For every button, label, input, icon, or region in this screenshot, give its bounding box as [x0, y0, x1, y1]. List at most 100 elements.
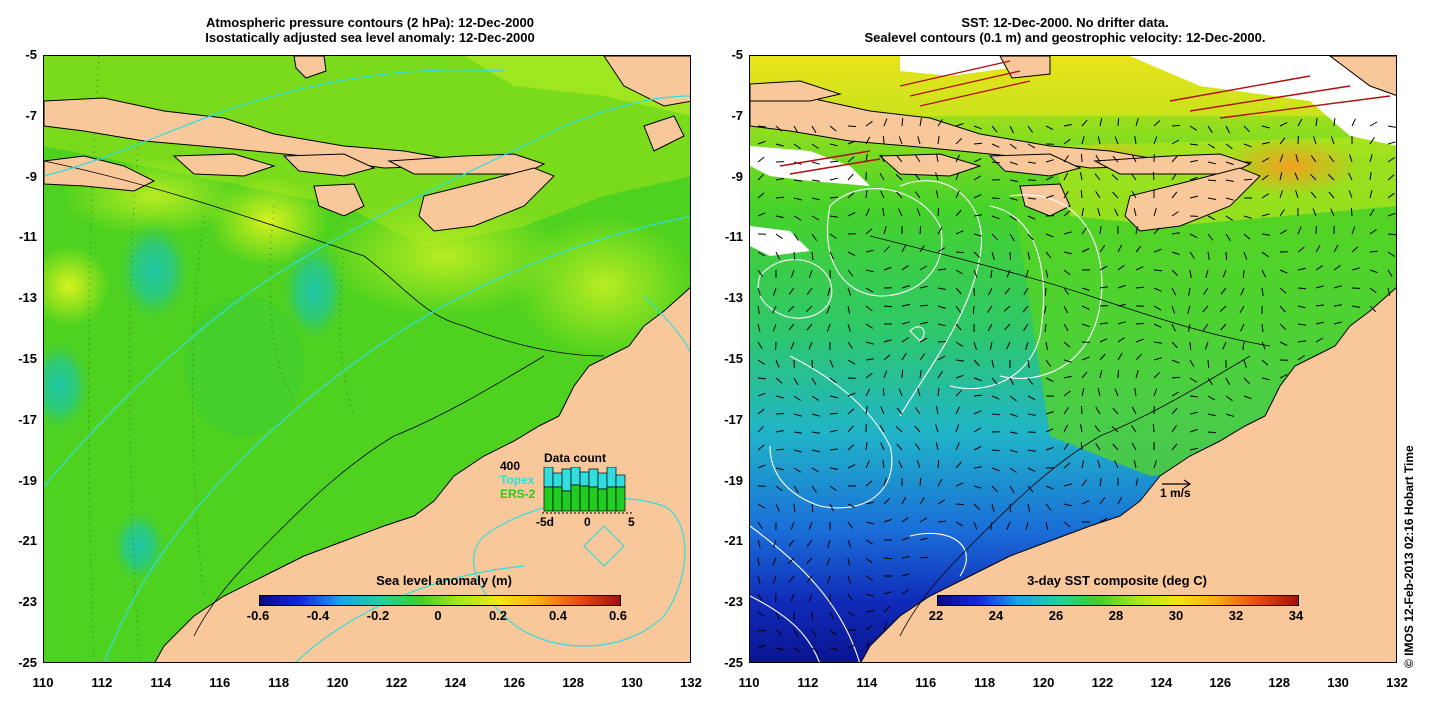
- velocity-arrow: [1094, 425, 1101, 433]
- velocity-arrow: [793, 503, 796, 513]
- velocity-arrow: [1171, 425, 1177, 433]
- left-lon-tick: 130: [621, 675, 643, 690]
- left-lat-tick: -25: [18, 655, 37, 670]
- velocity-arrow: [955, 521, 964, 527]
- velocity-arrow: [865, 358, 874, 361]
- velocity-arrow: [1063, 443, 1069, 451]
- velocity-arrow: [937, 478, 943, 487]
- velocity-arrow: [990, 521, 993, 530]
- velocity-arrow: [1063, 323, 1069, 332]
- velocity-arrow: [865, 249, 874, 253]
- velocity-arrow: [1117, 352, 1123, 361]
- velocity-arrow: [919, 245, 925, 253]
- velocity-arrow: [937, 355, 946, 361]
- velocity-arrow: [1009, 377, 1015, 386]
- velocity-arrow: [895, 174, 903, 181]
- velocity-arrow: [1189, 377, 1198, 383]
- velocity-arrow: [1117, 303, 1126, 307]
- velocity-arrow: [1203, 287, 1209, 295]
- velocity-arrow: [1189, 251, 1195, 259]
- velocity-arrow: [1009, 125, 1015, 134]
- velocity-arrow: [1063, 305, 1069, 314]
- velocity-arrow: [793, 449, 802, 453]
- velocity-arrow: [1095, 443, 1101, 451]
- velocity-arrow: [1239, 305, 1245, 314]
- velocity-arrow: [793, 413, 802, 417]
- velocity-arrow: [772, 557, 777, 566]
- left-lat-tick: -9: [25, 168, 37, 184]
- velocity-arrow: [772, 539, 777, 548]
- velocity-arrow: [865, 341, 874, 345]
- velocity-arrow: [1131, 442, 1137, 451]
- velocity-arrow: [991, 251, 995, 260]
- velocity-arrow: [790, 593, 795, 602]
- velocity-arrow: [1063, 231, 1072, 235]
- velocity-arrow: [882, 208, 885, 217]
- velocity-arrow: [1315, 285, 1324, 289]
- velocity-arrow: [937, 226, 943, 235]
- velocity-arrow: [847, 444, 855, 451]
- velocity-arrow: [1207, 215, 1216, 221]
- velocity-arrow: [1134, 388, 1137, 397]
- velocity-arrow: [1112, 443, 1119, 451]
- velocity-arrow: [901, 537, 910, 541]
- velocity-arrow: [1205, 269, 1209, 278]
- sea-level-anomaly-map: Data count 400 Topex ERS-2 -5d 0 5 Sea l…: [43, 55, 691, 663]
- velocity-arrow: [1315, 321, 1324, 325]
- velocity-arrow: [917, 388, 921, 397]
- velocity-arrow: [955, 482, 964, 487]
- velocity-arrow: [1063, 210, 1071, 217]
- velocity-arrow: [935, 172, 939, 181]
- velocity-arrow: [973, 410, 982, 415]
- velocity-arrow: [1297, 246, 1305, 253]
- data-count-ers2-label: ERS-2: [500, 487, 536, 501]
- right-lat-tick: -23: [724, 594, 743, 610]
- velocity-arrow: [991, 377, 998, 385]
- velocity-arrow: [865, 610, 874, 613]
- velocity-arrow: [1297, 340, 1306, 343]
- velocity-arrow: [973, 394, 982, 397]
- velocity-arrow: [901, 516, 909, 523]
- velocity-arrow: [1009, 161, 1018, 166]
- velocity-arrow: [793, 251, 796, 261]
- velocity-arrow: [1171, 269, 1179, 276]
- velocity-arrow: [847, 503, 856, 509]
- velocity-arrow: [1297, 267, 1306, 271]
- velocity-arrow: [1328, 191, 1335, 199]
- velocity-arrow: [1153, 136, 1158, 145]
- velocity-arrow: [811, 377, 817, 386]
- right-lat-tick: -21: [724, 533, 743, 549]
- velocity-arrow: [1063, 521, 1071, 528]
- velocity-arrow: [847, 341, 853, 349]
- velocity-arrow: [1243, 125, 1250, 133]
- velocity-arrow: [1081, 479, 1088, 487]
- velocity-arrow: [865, 557, 873, 564]
- velocity-arrow: [865, 501, 874, 505]
- velocity-arrow: [1313, 136, 1317, 145]
- velocity-arrow: [991, 485, 998, 493]
- velocity-arrow: [1207, 377, 1213, 385]
- velocity-arrow: [880, 190, 885, 199]
- velocity-arrow: [847, 539, 852, 548]
- velocity-arrow: [1189, 411, 1198, 415]
- velocity-arrow: [847, 192, 855, 199]
- sst-colorbar-tick: 22: [928, 608, 944, 623]
- velocity-arrow: [1114, 136, 1119, 145]
- velocity-arrow: [955, 424, 960, 433]
- velocity-arrow: [757, 464, 766, 469]
- velocity-arrow: [1081, 248, 1090, 253]
- velocity-arrow: [1027, 413, 1036, 416]
- velocity-arrow: [1095, 191, 1101, 199]
- velocity-arrow: [1135, 322, 1145, 325]
- velocity-arrow: [1225, 143, 1233, 150]
- velocity-arrow: [1135, 118, 1139, 127]
- velocity-arrow: [1387, 251, 1395, 257]
- velocity-arrow: [1081, 388, 1085, 397]
- velocity-arrow: [1135, 286, 1145, 289]
- velocity-arrow: [1081, 287, 1090, 291]
- velocity-arrow: [1189, 176, 1198, 181]
- velocity-arrow: [811, 449, 820, 453]
- velocity-arrow: [1225, 233, 1231, 241]
- velocity-arrow: [829, 647, 838, 651]
- left-lon-tick: 118: [268, 675, 290, 690]
